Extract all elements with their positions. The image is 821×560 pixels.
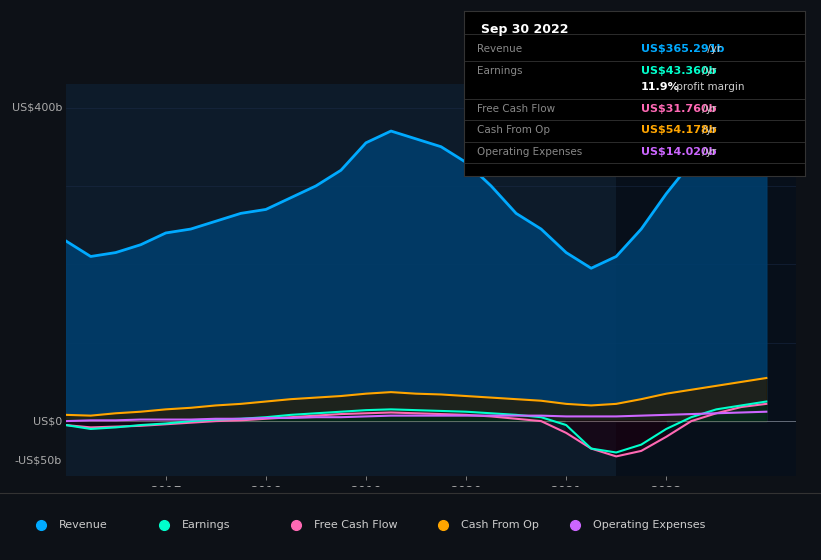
Bar <box>617 84 796 476</box>
Text: Revenue: Revenue <box>59 520 108 530</box>
Text: US$31.760b: US$31.760b <box>641 104 717 114</box>
Text: /yr: /yr <box>699 66 716 76</box>
Text: Sep 30 2022: Sep 30 2022 <box>481 23 568 36</box>
Text: Earnings: Earnings <box>478 66 523 76</box>
Text: US$14.020b: US$14.020b <box>641 147 717 157</box>
Text: Free Cash Flow: Free Cash Flow <box>478 104 556 114</box>
Text: US$0: US$0 <box>33 416 62 426</box>
Text: /yr: /yr <box>699 104 716 114</box>
Text: Operating Expenses: Operating Expenses <box>593 520 705 530</box>
Text: profit margin: profit margin <box>673 82 745 92</box>
Text: Earnings: Earnings <box>182 520 231 530</box>
Text: Cash From Op: Cash From Op <box>478 125 551 135</box>
Text: Cash From Op: Cash From Op <box>461 520 539 530</box>
Text: -US$50b: -US$50b <box>15 455 62 465</box>
Text: US$54.178b: US$54.178b <box>641 125 717 135</box>
Text: US$43.360b: US$43.360b <box>641 66 717 76</box>
Text: Free Cash Flow: Free Cash Flow <box>314 520 397 530</box>
Text: US$365.291b: US$365.291b <box>641 44 724 54</box>
Text: /yr: /yr <box>699 147 716 157</box>
Text: /yr: /yr <box>704 44 722 54</box>
Text: Revenue: Revenue <box>478 44 523 54</box>
Text: US$400b: US$400b <box>11 102 62 113</box>
Text: 11.9%: 11.9% <box>641 82 680 92</box>
Text: Operating Expenses: Operating Expenses <box>478 147 583 157</box>
Text: /yr: /yr <box>699 125 716 135</box>
